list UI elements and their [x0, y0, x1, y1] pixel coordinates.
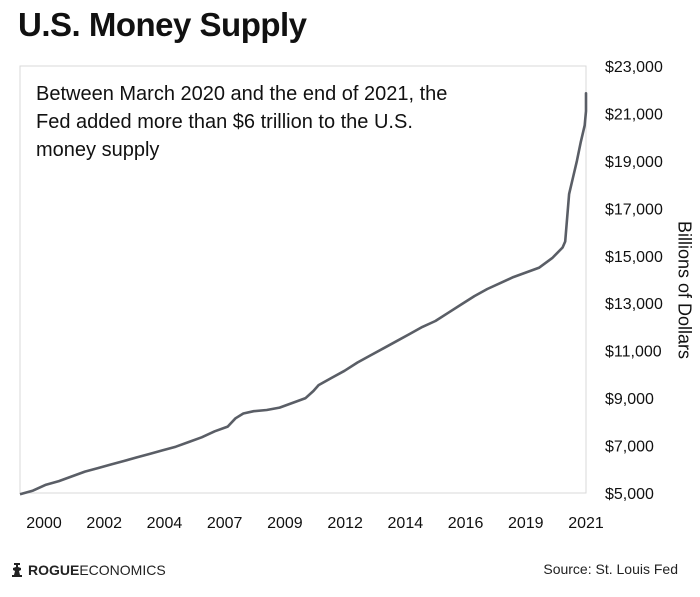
series-line-money-supply [19, 92, 588, 496]
x-tick-label: 2000 [26, 515, 62, 532]
x-tick-label: 2016 [448, 515, 484, 532]
chart-annotation: Between March 2020 and the end of 2021, … [36, 83, 448, 161]
y-tick-label: $15,000 [605, 249, 663, 266]
logo-text-light: ECONOMICS [79, 562, 166, 578]
plot-frame [19, 65, 587, 494]
y-tick-label: $19,000 [605, 154, 663, 171]
chess-piece-icon [12, 563, 22, 577]
source-note: Source: St. Louis Fed [543, 561, 678, 577]
x-tick-label: 2014 [388, 515, 424, 532]
x-axis-ticks: 2000 2002 2004 2007 2009 2012 2014 2016 2019 2021 [26, 515, 604, 532]
x-tick-label: 2009 [267, 515, 303, 532]
x-tick-label: 2019 [508, 515, 544, 532]
x-tick-label: 2021 [568, 515, 604, 532]
x-tick-label: 2007 [207, 515, 243, 532]
y-axis-label: Billions of Dollars [674, 220, 695, 360]
y-tick-label: $23,000 [605, 59, 663, 76]
x-tick-label: 2004 [147, 515, 183, 532]
y-tick-label: $11,000 [605, 344, 662, 361]
chart-title: U.S. Money Supply [18, 6, 307, 43]
x-tick-label: 2002 [86, 515, 122, 532]
rogue-economics-logo: ROGUE ECONOMICS [10, 562, 166, 578]
x-tick-label: 2012 [327, 515, 363, 532]
y-tick-label: $7,000 [605, 439, 654, 456]
y-tick-label: $21,000 [605, 106, 663, 123]
y-tick-label: $17,000 [605, 201, 663, 218]
y-axis-ticks: $5,000 $7,000 $9,000 $11,000 $13,000 $15,000 $… [605, 59, 663, 503]
y-tick-label: $5,000 [605, 486, 654, 503]
y-tick-label: $13,000 [605, 296, 663, 313]
logo-text-bold: ROGUE [28, 562, 80, 578]
y-tick-label: $9,000 [605, 391, 654, 408]
